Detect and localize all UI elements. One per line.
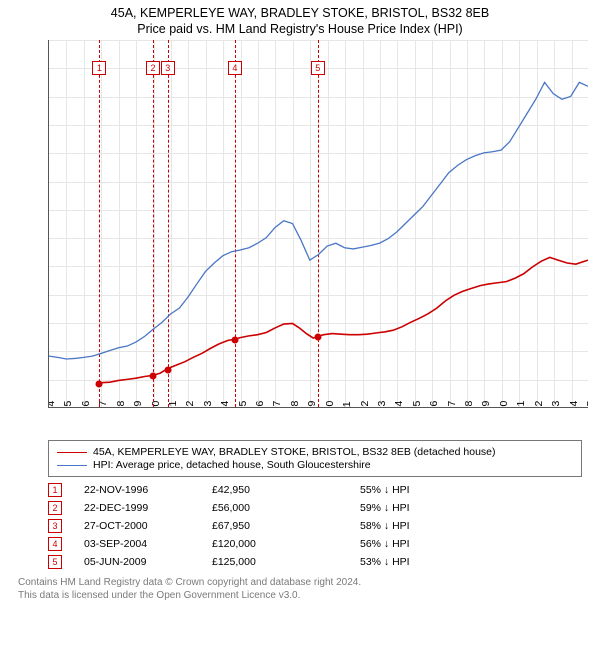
chart-title-line1: 45A, KEMPERLEYE WAY, BRADLEY STOKE, BRIS…: [0, 6, 600, 20]
event-date: 22-NOV-1996: [84, 484, 212, 496]
event-marker-box: 5: [48, 555, 62, 569]
legend-label: 45A, KEMPERLEYE WAY, BRADLEY STOKE, BRIS…: [93, 446, 496, 458]
event-pct: 59% ↓ HPI: [360, 502, 410, 514]
footer: Contains HM Land Registry data © Crown c…: [18, 577, 582, 602]
marker-dot: [231, 337, 238, 344]
event-pct: 56% ↓ HPI: [360, 538, 410, 550]
event-row: 5 05-JUN-2009£125,00053% ↓ HPI: [48, 553, 582, 571]
legend-label: HPI: Average price, detached house, Sout…: [93, 459, 371, 471]
event-row: 2 22-DEC-1999£56,00059% ↓ HPI: [48, 499, 582, 517]
series-line: [99, 257, 588, 382]
legend-row: HPI: Average price, detached house, Sout…: [57, 459, 573, 471]
chart-container: 45A, KEMPERLEYE WAY, BRADLEY STOKE, BRIS…: [0, 6, 600, 602]
chart-lines-svg: [49, 40, 588, 407]
marker-dot: [164, 366, 171, 373]
event-marker-box: 4: [48, 537, 62, 551]
event-price: £42,950: [212, 484, 360, 496]
event-marker-box: 1: [48, 483, 62, 497]
event-row: 1 22-NOV-1996£42,95055% ↓ HPI: [48, 481, 582, 499]
plot-area: £0£50K£100K£150K£200K£250K£300K£350K£400…: [48, 40, 588, 408]
event-date: 03-SEP-2004: [84, 538, 212, 550]
legend-swatch: [57, 465, 87, 466]
marker-dot: [149, 373, 156, 380]
legend-swatch: [57, 452, 87, 453]
marker-box: 5: [311, 61, 325, 75]
series-line: [49, 82, 588, 359]
event-date: 22-DEC-1999: [84, 502, 212, 514]
event-pct: 58% ↓ HPI: [360, 520, 410, 532]
event-price: £56,000: [212, 502, 360, 514]
event-marker-box: 3: [48, 519, 62, 533]
chart-title-line2: Price paid vs. HM Land Registry's House …: [0, 22, 600, 36]
event-row: 4 03-SEP-2004£120,00056% ↓ HPI: [48, 535, 582, 553]
plot-wrap: £0£50K£100K£150K£200K£250K£300K£350K£400…: [48, 40, 588, 430]
marker-dot: [314, 334, 321, 341]
footer-line1: Contains HM Land Registry data © Crown c…: [18, 577, 582, 590]
legend-box: 45A, KEMPERLEYE WAY, BRADLEY STOKE, BRIS…: [48, 440, 582, 477]
marker-dot: [96, 380, 103, 387]
marker-box: 1: [92, 61, 106, 75]
legend-row: 45A, KEMPERLEYE WAY, BRADLEY STOKE, BRIS…: [57, 446, 573, 458]
marker-box: 4: [228, 61, 242, 75]
footer-line2: This data is licensed under the Open Gov…: [18, 590, 582, 603]
event-pct: 53% ↓ HPI: [360, 556, 410, 568]
marker-box: 2: [146, 61, 160, 75]
event-price: £120,000: [212, 538, 360, 550]
event-price: £125,000: [212, 556, 360, 568]
event-row: 3 27-OCT-2000£67,95058% ↓ HPI: [48, 517, 582, 535]
events-table: 1 22-NOV-1996£42,95055% ↓ HPI 2 22-DEC-1999…: [48, 481, 582, 571]
event-pct: 55% ↓ HPI: [360, 484, 410, 496]
marker-box: 3: [161, 61, 175, 75]
event-date: 05-JUN-2009: [84, 556, 212, 568]
event-price: £67,950: [212, 520, 360, 532]
event-date: 27-OCT-2000: [84, 520, 212, 532]
event-marker-box: 2: [48, 501, 62, 515]
